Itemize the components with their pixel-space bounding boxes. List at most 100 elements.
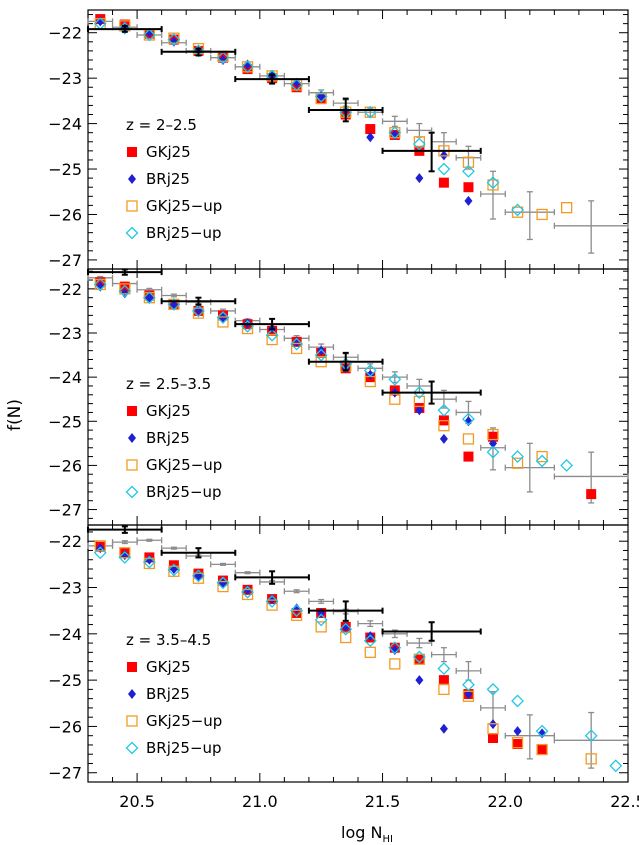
- data-point-gkj25-up: [192, 307, 205, 319]
- data-point-brj25: [341, 621, 350, 632]
- legend-marker-gkj25-up: [126, 459, 138, 471]
- data-point-brj25-up: [363, 634, 377, 648]
- data-point-gkj25-up: [560, 202, 573, 214]
- data-point-brj25-up: [142, 291, 156, 305]
- data-point-brj25-up: [339, 622, 353, 636]
- y-tick-label: −22: [48, 532, 82, 551]
- data-point-brj25-up: [192, 304, 205, 318]
- data-point-brj25: [219, 577, 227, 588]
- x-axis-label-main: log N: [341, 823, 382, 842]
- data-point-brj25-up: [241, 60, 254, 74]
- x-tick-label: 21.0: [242, 792, 278, 811]
- data-point-brj25: [292, 336, 301, 347]
- data-point-brj25-up: [609, 759, 623, 773]
- data-point-brj25-up: [560, 458, 574, 472]
- data-point-brj25-up: [511, 203, 524, 217]
- data-point-gkj25-up: [340, 631, 352, 644]
- data-point-gkj25-up: [241, 588, 254, 601]
- legend-label: BRj25−up: [146, 224, 222, 242]
- data-point-gkj25-up: [290, 609, 303, 621]
- y-tick-label: −24: [48, 625, 82, 644]
- data-point-gkj25: [586, 489, 597, 500]
- panel-1: −22 −23 −24 −25 −26 −27 z = 2–2.5 GKj25 BRj25 GKj…: [48, 9, 629, 270]
- legend-marker-brj25-up: [125, 485, 139, 499]
- data-point-brj25: [145, 554, 154, 565]
- y-tick-label: −25: [48, 160, 82, 179]
- legend-label: GKj25−up: [146, 712, 222, 730]
- legend-marker-brj25-up: [125, 226, 139, 240]
- data-point-brj25: [538, 728, 547, 739]
- data-point-brj25: [219, 54, 227, 65]
- data-point-gkj25-up: [389, 658, 401, 670]
- legend-marker-brj25: [128, 689, 136, 699]
- data-point-gkj25-up: [290, 342, 303, 355]
- data-point-brj25-up: [314, 348, 328, 362]
- data-point-brj25-up: [486, 445, 500, 459]
- data-point-brj25-up: [462, 412, 475, 426]
- data-point-brj25-up: [486, 176, 500, 190]
- y-tick-label: −25: [48, 671, 82, 690]
- data-point-brj25-up: [511, 694, 524, 708]
- legend-label: GKj25: [146, 402, 191, 420]
- data-point-brj25-up: [486, 682, 500, 696]
- data-point-brj25: [464, 416, 473, 427]
- data-point-brj25-up: [265, 328, 279, 342]
- data-point-brj25: [390, 645, 399, 656]
- y-axis-label: f(N): [5, 399, 25, 431]
- data-point-brj25-up: [290, 604, 304, 618]
- y-tick-label: −22: [48, 280, 82, 299]
- data-point-brj25-up: [290, 78, 304, 92]
- data-point-gkj25: [438, 177, 449, 188]
- data-point-gkj25: [119, 281, 130, 292]
- data-point-brj25-up: [412, 386, 426, 400]
- data-point-gkj25-up: [119, 547, 131, 559]
- data-point-brj25-up: [167, 563, 181, 577]
- data-point-brj25: [489, 438, 497, 449]
- x-tick-label: 20.5: [119, 792, 155, 811]
- data-point-gkj25-up: [192, 572, 205, 584]
- data-point-gkj25-up: [462, 690, 475, 702]
- legend-label: GKj25−up: [146, 456, 222, 474]
- data-point-brj25-up: [192, 569, 205, 583]
- panel-label: z = 2.5–3.5: [126, 375, 211, 393]
- data-point-gkj25-up: [585, 753, 597, 765]
- y-tick-label: −23: [48, 324, 82, 343]
- panel-2: −22 −23 −24 −25 −26 −27 z = 2.5–3.5 GKj25 BRj25 G…: [48, 268, 629, 526]
- data-point-gkj25-up: [536, 208, 548, 221]
- data-point-brj25-up: [363, 364, 377, 377]
- data-point-brj25: [317, 345, 326, 356]
- legend-marker-gkj25: [127, 147, 137, 157]
- data-point-gkj25: [438, 675, 449, 686]
- data-point-brj25-up: [118, 284, 132, 298]
- legend-label: BRj25−up: [146, 739, 222, 757]
- data-point-brj25: [145, 27, 154, 38]
- legend-marker-gkj25: [127, 406, 137, 416]
- data-point-brj25: [366, 369, 375, 380]
- data-point-brj25-up: [142, 28, 156, 42]
- data-point-brj25-up: [93, 546, 107, 560]
- data-point-brj25: [415, 675, 424, 686]
- data-point-brj25-up: [314, 89, 328, 103]
- data-point-gkj25-up: [511, 736, 524, 749]
- legend-marker-gkj25: [127, 662, 137, 672]
- data-point-brj25-up: [535, 454, 549, 468]
- data-point-gkj25-up: [413, 395, 426, 408]
- data-point-gkj25: [414, 654, 425, 665]
- data-point-brj25-up: [167, 33, 181, 46]
- data-point-brj25-up: [462, 164, 475, 178]
- data-point-brj25: [366, 132, 375, 143]
- data-point-brj25-up: [216, 576, 230, 590]
- y-tick-label: −27: [48, 764, 82, 783]
- data-point-brj25: [415, 173, 424, 184]
- data-point-brj25-up: [216, 51, 230, 65]
- data-point-brj25: [439, 723, 448, 734]
- data-point-brj25-up: [437, 662, 451, 675]
- data-point-brj25-up: [412, 137, 426, 151]
- data-point-gkj25-up: [487, 428, 499, 441]
- data-point-gkj25: [463, 451, 474, 462]
- data-point-gkj25-up: [413, 653, 426, 665]
- data-point-gkj25-up: [438, 420, 450, 432]
- data-point-gkj25-up: [487, 179, 499, 191]
- data-point-brj25-up: [167, 297, 181, 311]
- x-axis-label-subscript: HI: [382, 834, 392, 845]
